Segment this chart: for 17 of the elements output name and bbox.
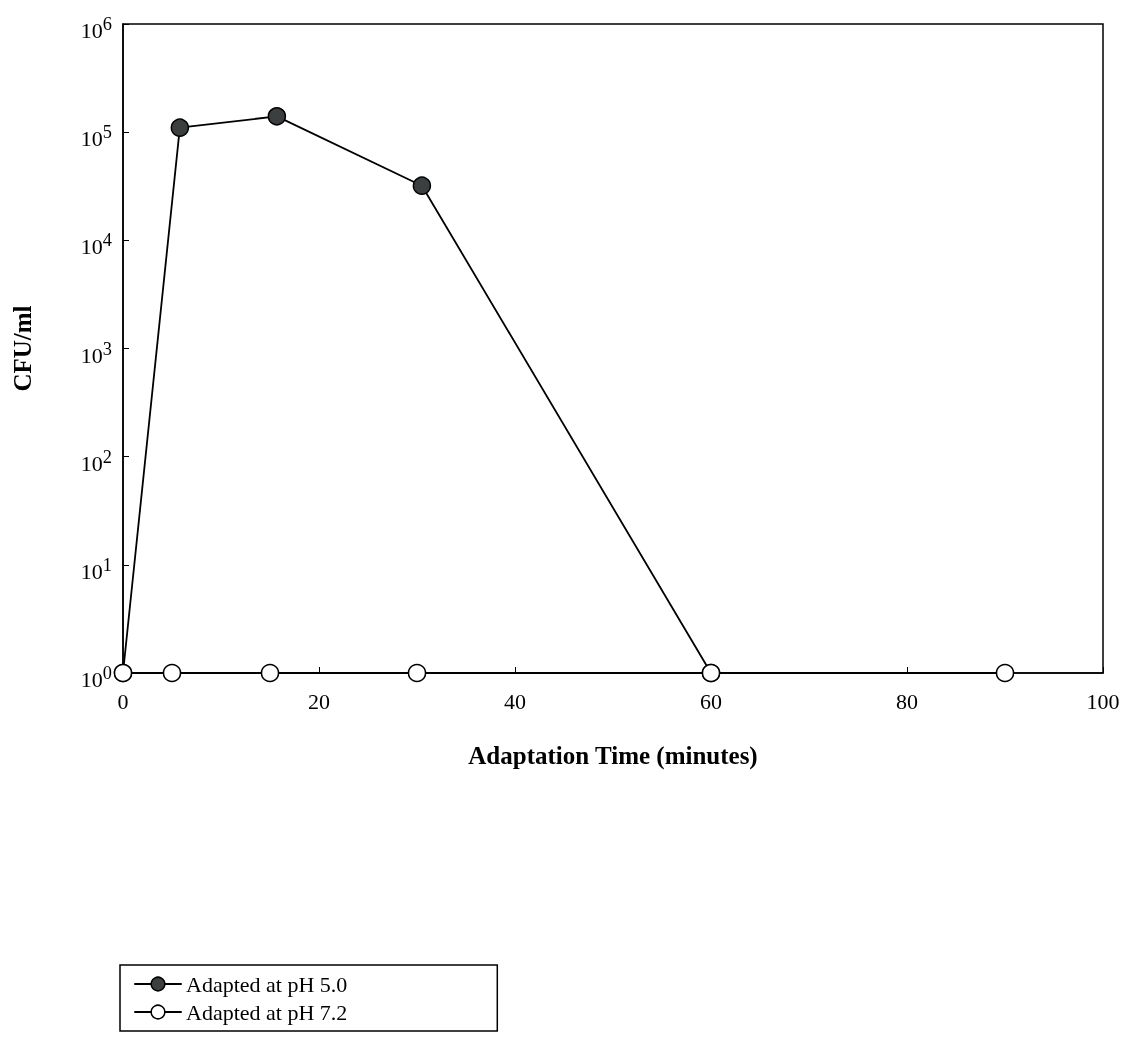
- x-tick-label: 60: [699, 688, 723, 716]
- x-tick-label: 0: [117, 689, 129, 714]
- y-tick-label: 10$^{5}$: [80, 121, 112, 152]
- y-tick-label: 10$^{3}$: [80, 337, 112, 368]
- y-tick-label: 10$^{0}$: [80, 662, 112, 693]
- y-axis-title: CFU/ml: [9, 305, 36, 392]
- y-tick-label: 10$^{2}$: [80, 445, 112, 476]
- x-tick-label: 80: [895, 688, 919, 716]
- x-tick-label: 100: [1085, 688, 1121, 716]
- x-tick-label: 40: [503, 688, 527, 716]
- y-tick-label: 10$^{6}$: [80, 13, 112, 44]
- y-tick-label: 10$^{4}$: [80, 229, 112, 260]
- legend-label: Adapted at pH 7.2: [186, 999, 348, 1025]
- x-axis-title: Adaptation Time (minutes): [468, 742, 758, 770]
- legend-label: Adapted at pH 5.0: [186, 971, 348, 997]
- y-tick-label: 10$^{1}$: [80, 553, 112, 585]
- x-tick-label: 20: [307, 688, 331, 716]
